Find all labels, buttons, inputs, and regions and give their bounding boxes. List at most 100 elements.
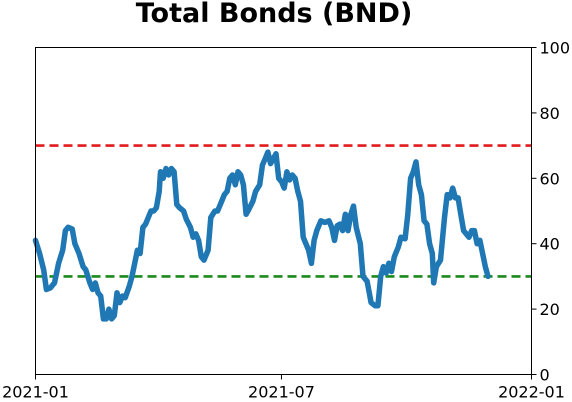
data-point [377,305,378,306]
data-point [388,263,389,264]
data-point [72,229,73,230]
data-point [329,220,330,221]
data-point [444,217,445,218]
data-point [240,175,241,176]
data-point [380,276,381,277]
data-point [262,165,263,166]
data-point [458,197,459,198]
data-point [421,194,422,195]
data-point [114,315,115,316]
data-point [350,214,351,215]
x-tick-label: 2021-07 [248,383,315,402]
data-point [284,188,285,189]
data-point [255,191,256,192]
data-point [176,204,177,205]
data-point [356,227,357,228]
data-point [334,240,335,241]
data-point [243,184,244,185]
data-point [360,243,361,244]
data-point [83,266,84,267]
data-point [156,207,157,208]
data-point [100,296,101,297]
data-point [342,230,343,231]
data-point [259,184,260,185]
y-tick-label: 100 [540,39,571,58]
data-point [375,305,376,306]
reference-lines [35,144,532,278]
data-point [289,179,290,180]
data-point [195,233,196,234]
data-point [276,153,277,154]
data-point [303,237,304,238]
y-tick-label: 0 [540,366,550,385]
data-point [460,214,461,215]
data-point [386,273,387,274]
data-point [106,318,107,319]
data-point [129,286,130,287]
data-point [204,260,205,261]
data-point [267,152,268,153]
data-point [227,191,228,192]
data-point [488,276,489,277]
data-point [469,237,470,238]
chart-title: Total Bonds (BND) [136,0,413,29]
data-point [65,230,66,231]
data-point [320,220,321,221]
data-point [246,214,247,215]
data-point [142,227,143,228]
data-point [471,230,472,231]
data-point [232,175,233,176]
data-point [174,171,175,172]
data-point [208,250,209,251]
data-point [183,211,184,212]
y-tick-label: 80 [540,104,560,123]
data-point [122,296,123,297]
data-point [198,240,199,241]
data-point [348,230,349,231]
data-point [74,243,75,244]
data-point [353,206,354,207]
data-point [171,168,172,169]
data-point [238,171,239,172]
data-point [416,161,417,162]
data-point [119,302,120,303]
data-point [363,276,364,277]
data-point [210,217,211,218]
data-point [432,253,433,254]
data-point [391,271,392,272]
data-point [92,289,93,290]
data-point [485,266,486,267]
data-point [418,184,419,185]
data-point [452,188,453,189]
data-point [429,243,430,244]
data-point [108,309,109,310]
data-point [424,220,425,221]
data-point [68,227,69,228]
data-point [482,253,483,254]
data-point [229,178,230,179]
data-point [159,191,160,192]
data-point [235,184,236,185]
data-point [103,318,104,319]
data-point [324,222,325,223]
data-point [46,289,47,290]
data-point [450,197,451,198]
data-point [58,263,59,264]
data-point [466,233,467,234]
data-point [166,168,167,169]
data-point [413,171,414,172]
data-point [371,302,372,303]
data-point [426,224,427,225]
y-tick-label: 20 [540,300,560,319]
data-point [54,282,55,283]
data-point [62,250,63,251]
data-point [132,276,133,277]
data-point [305,243,306,244]
data-point [85,269,86,270]
y-tick-label: 60 [540,169,560,188]
data-point [292,175,293,176]
data-point [463,230,464,231]
data-point [479,240,480,241]
data-point [224,194,225,195]
data-point [160,171,161,172]
